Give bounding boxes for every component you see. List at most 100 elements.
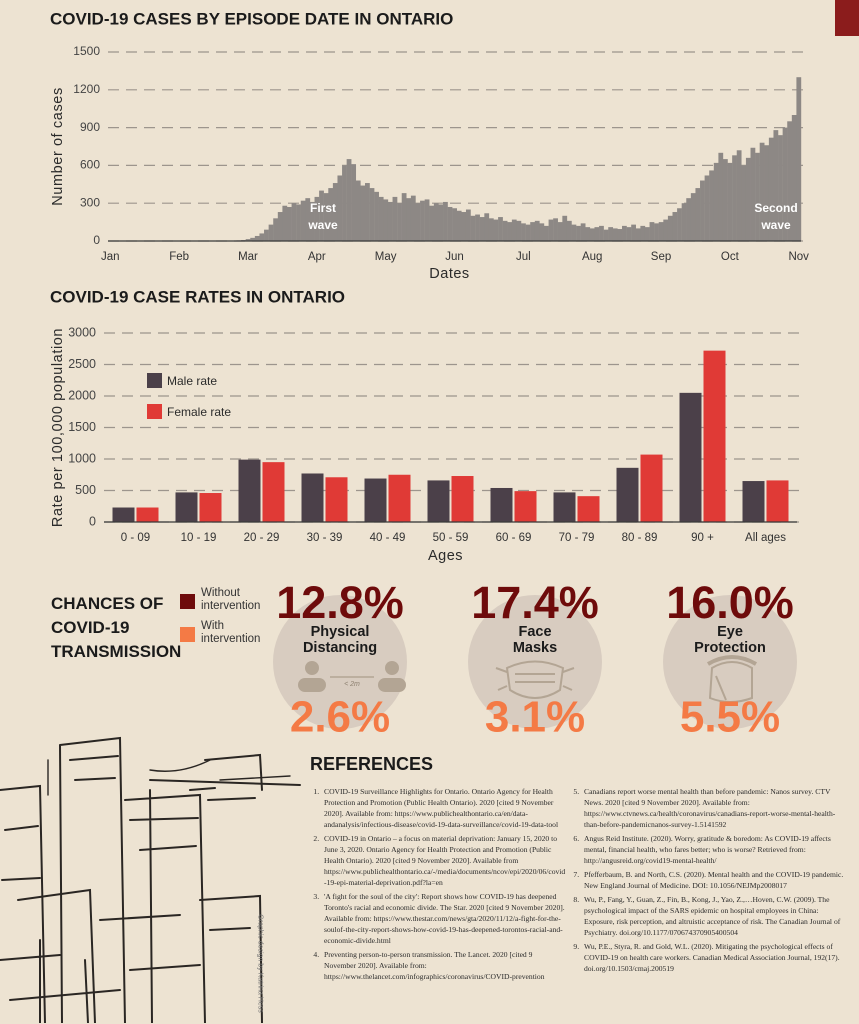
city-sketch [0,738,300,1023]
bar [448,207,453,241]
section-title: CHANCES OF COVID-19 TRANSMISSION [51,592,181,664]
bar [255,236,260,241]
x-tick-label: Nov [788,251,809,263]
bar [544,226,549,241]
annotation: First wave [308,200,337,234]
bar [617,468,639,522]
x-tick-label: 30 - 39 [307,532,343,544]
bar [714,163,719,241]
bar [200,493,222,522]
bar [278,212,283,241]
x-tick-label: Sep [651,251,671,263]
bar [379,197,384,241]
y-tick-label: 2000 [68,388,96,402]
y-tick-label: 0 [93,233,100,247]
x-tick-label: Mar [238,251,258,263]
bar [654,223,659,241]
bar [530,222,535,241]
y-tick-label: 2500 [68,357,96,371]
x-tick-label: Jul [516,251,531,263]
bar [429,206,434,241]
bar [512,220,517,241]
bar [668,216,673,241]
bar [471,216,476,241]
x-tick-label: Aug [582,251,602,263]
y-tick-label: 0 [89,514,96,528]
references-list: Canadians report worse mental health tha… [565,786,847,977]
bar [393,197,398,241]
bar [452,208,457,241]
x-tick-label: 0 - 09 [121,532,150,544]
bar [590,228,595,241]
x-tick-label: 90 + [691,532,714,544]
with-value: 5.5% [680,693,780,742]
bar [498,217,503,241]
bar [659,222,664,241]
item-label: Eye Protection [694,624,766,656]
bar [360,186,365,241]
bar [263,462,285,522]
reference: Canadians report worse mental health tha… [581,786,847,830]
x-tick-label: Oct [721,251,740,263]
bar [406,198,411,241]
legend-label: Male rate [167,374,217,388]
bar [700,181,705,241]
bar [599,226,604,241]
bar [572,225,577,241]
bar [718,153,723,241]
bar [292,203,297,241]
bar [503,221,508,241]
bar [636,228,641,241]
x-tick-label: 40 - 49 [370,532,406,544]
reference: Angus Reid Institute. (2020). Worry, gra… [581,833,847,866]
bar [475,215,480,241]
bar [663,220,668,241]
legend-swatch [180,594,195,609]
bar [326,477,348,522]
bar [578,496,600,522]
person-icon [378,678,406,692]
bar [553,218,558,241]
bar [365,183,370,241]
bar [627,227,632,241]
bar [351,164,356,241]
person-icon [298,678,326,692]
bar [480,217,485,241]
bar [176,492,198,522]
without-value: 16.0% [666,577,794,628]
bar [567,221,572,241]
bar [709,170,714,241]
bar [402,193,407,241]
with-value: 2.6% [290,693,390,742]
bar [466,210,471,242]
bar [680,393,702,522]
y-tick-label: 300 [80,195,100,209]
distance-label: < 2m [344,681,360,688]
bar [443,202,448,241]
x-tick-label: 10 - 19 [181,532,217,544]
bar [273,218,278,241]
x-tick-label: Jun [445,251,464,263]
bar [585,227,590,241]
bar [415,203,420,241]
reference: Wu, P., Fang, Y., Guan, Z., Fin, B., Kon… [581,894,847,938]
bar [554,492,576,522]
credit: Graphic design by Katrina Hess [257,904,264,1024]
bar [695,188,700,241]
reference: COVID-19 in Ontario – a focus on materia… [321,833,566,888]
bar [686,198,691,241]
reference: COVID-19 Surveillance Highlights for Ont… [321,786,566,830]
bar [411,196,416,241]
without-value: 17.4% [471,577,599,628]
bar [521,223,526,241]
bar [489,218,494,241]
legend-swatch [147,404,162,419]
bar [370,188,375,241]
x-tick-label: Apr [308,251,326,263]
y-tick-label: 1500 [68,420,96,434]
person-icon [305,661,319,675]
bar [682,203,687,241]
annotation: Second wave [754,200,797,234]
bar [622,226,627,241]
bar [301,201,306,241]
